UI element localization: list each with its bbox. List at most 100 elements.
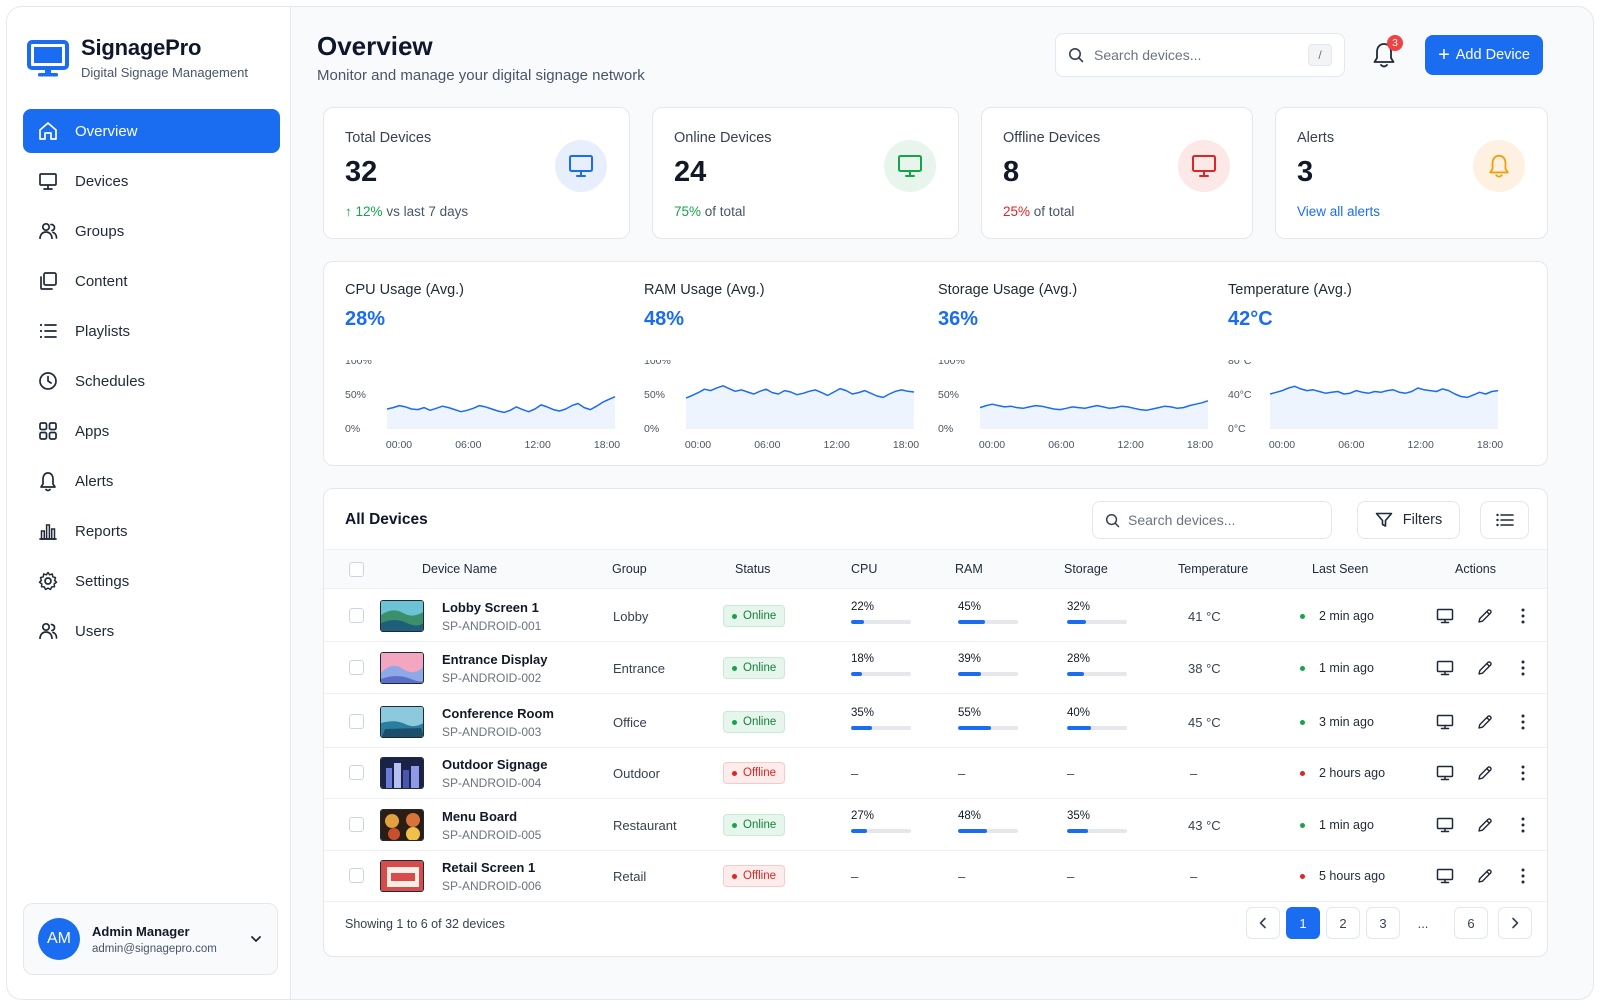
preview-screen-button[interactable] [1436,867,1454,885]
column-header-status[interactable]: Status [735,562,771,576]
edit-device-button[interactable] [1476,713,1494,731]
table-row[interactable]: Outdoor Signage SP-ANDROID-004 Outdoor Offl… [324,747,1547,799]
device-name[interactable]: Menu Board [442,809,518,824]
edit-device-button[interactable] [1476,659,1494,677]
table-row[interactable]: Retail Screen 1 SP-ANDROID-006 Retail Offli… [324,850,1547,902]
sidebar-item-overview[interactable]: Overview [23,109,280,153]
row-checkbox[interactable] [349,714,364,729]
more-actions-button[interactable] [1514,867,1532,885]
row-checkbox[interactable] [349,817,364,832]
more-actions-button[interactable] [1514,659,1532,677]
sidebar-item-settings[interactable]: Settings [23,559,280,603]
table-row[interactable]: Entrance Display SP-ANDROID-002 Entrance On… [324,642,1547,694]
global-search-input[interactable]: Search devices... / [1055,33,1345,77]
preview-screen-button[interactable] [1436,659,1454,677]
device-name[interactable]: Retail Screen 1 [442,860,536,875]
sidebar-item-apps[interactable]: Apps [23,409,280,453]
prev-page-button[interactable] [1246,907,1280,939]
device-name[interactable]: Lobby Screen 1 [442,600,539,615]
device-id: SP-ANDROID-003 [442,725,542,739]
page-button[interactable]: 2 [1326,907,1360,939]
column-header-group[interactable]: Group [612,562,647,576]
ram-bar-fill [958,672,982,676]
page-button[interactable]: 3 [1366,907,1400,939]
column-header-actions[interactable]: Actions [1455,562,1496,576]
device-id: SP-ANDROID-001 [442,619,542,633]
add-device-button[interactable]: + Add Device [1425,35,1543,75]
last-seen-dot [1300,613,1305,619]
stat-card-online[interactable]: Online Devices 24 75% of total [652,107,959,239]
notifications-button[interactable]: 3 [1371,35,1403,71]
more-actions-button[interactable] [1514,816,1532,834]
monitor-icon [1192,155,1216,177]
cpu-value: 22% [851,601,875,613]
row-checkbox[interactable] [349,660,364,675]
sidebar-item-schedules[interactable]: Schedules [23,359,280,403]
list-view-button[interactable] [1480,501,1529,539]
more-actions-button[interactable] [1514,713,1532,731]
column-header-temperature[interactable]: Temperature [1178,562,1249,576]
search-placeholder: Search devices... [1094,47,1202,63]
user-menu[interactable]: AM Admin Manager admin@signagepro.com [23,903,278,975]
table-row[interactable]: Lobby Screen 1 SP-ANDROID-001 Lobby Online 2… [324,590,1547,642]
edit-device-button[interactable] [1476,607,1494,625]
device-group: Entrance [613,661,666,676]
filters-button[interactable]: Filters [1357,501,1460,539]
edit-device-button[interactable] [1476,764,1494,782]
column-header-device-name[interactable]: Device Name [422,562,498,576]
last-seen: 1 min ago [1300,661,1374,675]
more-actions-button[interactable] [1514,607,1532,625]
sidebar-item-groups[interactable]: Groups [23,209,280,253]
brand[interactable]: SignagePro Digital Signage Management [27,35,248,80]
devices-search-input[interactable]: Search devices... [1092,501,1332,539]
device-name[interactable]: Outdoor Signage [442,757,548,772]
storage-bar [1067,726,1127,730]
column-header-cpu[interactable]: CPU [851,562,878,576]
table-row[interactable]: Menu Board SP-ANDROID-005 Restaurant Online… [324,799,1547,851]
view-all-alerts-link[interactable]: View all alerts [1297,204,1381,219]
select-all-checkbox[interactable] [349,562,364,577]
device-id: SP-ANDROID-002 [442,671,542,685]
column-header-storage[interactable]: Storage [1064,562,1108,576]
edit-device-button[interactable] [1476,816,1494,834]
more-actions-button[interactable] [1514,764,1532,782]
table-row[interactable]: Conference Room SP-ANDROID-003 Office Onlin… [324,696,1547,748]
device-name[interactable]: Conference Room [442,706,554,721]
sidebar-item-playlists[interactable]: Playlists [23,309,280,353]
page-button[interactable]: 6 [1454,907,1488,939]
chevron-down-icon[interactable] [249,932,263,946]
stat-card-offline[interactable]: Offline Devices 8 25% of total [981,107,1253,239]
status-badge: Online [723,605,786,627]
metric-value: 42°C [1228,308,1273,330]
stat-label: Online Devices [674,130,772,146]
next-page-button[interactable] [1498,907,1532,939]
stat-card-total[interactable]: Total Devices 32 ↑ 12% vs last 7 days [323,107,630,239]
row-checkbox[interactable] [349,868,364,883]
sidebar-item-devices[interactable]: Devices [23,159,280,203]
pagination-summary: Showing 1 to 6 of 32 devices [345,917,505,931]
ram-bar-fill [958,726,991,730]
device-id: SP-ANDROID-005 [442,828,542,842]
status-dot [732,822,737,828]
storage-value: 32% [1067,601,1091,613]
column-header-last-seen[interactable]: Last Seen [1312,562,1369,576]
stat-card-alerts[interactable]: Alerts 3 View all alerts [1275,107,1548,239]
row-checkbox[interactable] [349,608,364,623]
sidebar-item-users[interactable]: Users [23,609,280,653]
table-title: All Devices [345,511,428,528]
preview-screen-button[interactable] [1436,764,1454,782]
sidebar-item-content[interactable]: Content [23,259,280,303]
x-tick-label: 06:00 [1048,439,1074,451]
preview-screen-button[interactable] [1436,607,1454,625]
preview-screen-button[interactable] [1436,816,1454,834]
preview-screen-button[interactable] [1436,713,1454,731]
edit-device-button[interactable] [1476,867,1494,885]
device-name[interactable]: Entrance Display [442,652,548,667]
sidebar-item-alerts[interactable]: Alerts [23,459,280,503]
device-temperature: 38 °C [1188,661,1221,676]
page-button[interactable]: 1 [1286,907,1320,939]
column-header-ram[interactable]: RAM [955,562,983,576]
sidebar-item-reports[interactable]: Reports [23,509,280,553]
row-checkbox[interactable] [349,765,364,780]
page-title: Overview [317,31,433,61]
